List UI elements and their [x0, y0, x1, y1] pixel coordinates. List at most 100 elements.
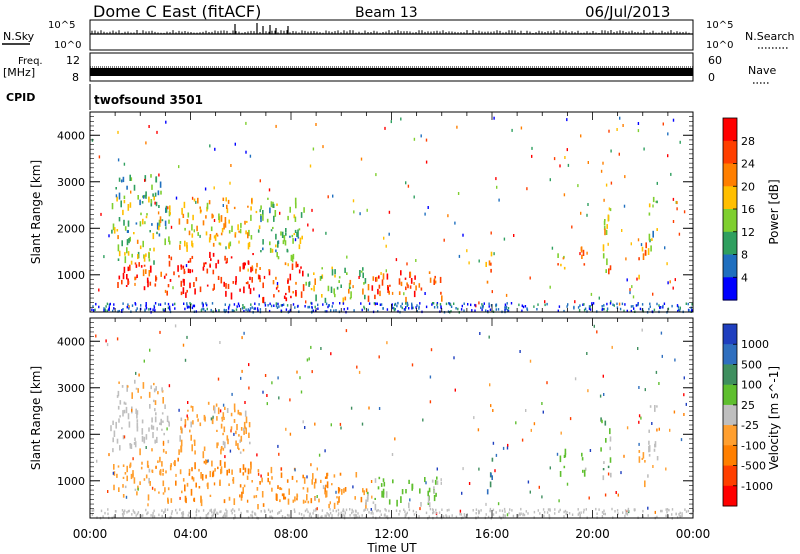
power-ground-cell — [249, 309, 251, 312]
power-ground-cell — [526, 307, 528, 310]
velocity-cell — [180, 417, 183, 421]
velocity-scatter-cell — [219, 409, 222, 413]
velocity-cell — [235, 440, 237, 446]
velocity-ground-cell — [271, 509, 273, 513]
power-cell — [230, 292, 233, 300]
power-cell — [272, 226, 274, 229]
power-scatter-cell — [425, 160, 428, 164]
power-cell — [440, 291, 442, 295]
power-cell — [255, 210, 258, 214]
power-scatter-cell — [468, 261, 470, 265]
velocity-scatter-cell — [155, 465, 157, 469]
power-ground-cell — [677, 305, 680, 309]
power-scatter-cell — [403, 292, 405, 296]
power-cell — [202, 266, 205, 271]
velocity-cell — [269, 481, 271, 485]
velocity-scatter-cell — [549, 466, 551, 470]
velocity-ground-cell — [564, 509, 567, 513]
power-ground-cell — [201, 302, 204, 305]
power-cell — [602, 253, 605, 259]
velocity-scatter-cell — [230, 429, 232, 433]
velocity-cell — [280, 467, 283, 471]
power-ground-cell — [228, 303, 231, 307]
power-cell — [209, 251, 211, 258]
power-cell — [130, 260, 133, 265]
velocity-cell — [242, 464, 245, 470]
velocity-ground-cell — [123, 512, 125, 515]
power-ground-cell — [481, 308, 483, 312]
velocity-ground-cell — [596, 512, 598, 515]
velocity-ground-cell — [583, 508, 585, 512]
velocity-scatter-cell — [147, 465, 150, 469]
power-scatter-cell — [130, 190, 132, 194]
power-cell — [189, 282, 191, 289]
power-ground-cell — [432, 302, 435, 305]
velocity-scatter-cell — [175, 473, 177, 477]
power-colorbar-cell — [723, 277, 737, 301]
velocity-scatter-cell — [300, 390, 303, 394]
velocity-cell — [136, 410, 139, 415]
power-cell — [140, 212, 142, 216]
power-scatter-cell — [352, 199, 355, 203]
velocity-ground-cell — [511, 509, 513, 512]
power-cell — [300, 291, 303, 298]
power-scatter-cell — [380, 272, 382, 275]
power-cell — [218, 213, 220, 221]
power-ground-cell — [243, 309, 245, 313]
power-scatter-cell — [505, 293, 508, 297]
power-scatter-cell — [493, 252, 495, 256]
power-cell — [146, 213, 148, 216]
velocity-cell — [248, 432, 250, 438]
velocity-cell — [420, 502, 422, 507]
power-ground-cell — [227, 307, 230, 310]
power-cell — [206, 268, 209, 274]
power-ground-cell — [188, 305, 190, 309]
power-ground-cell — [273, 304, 275, 307]
velocity-cell — [240, 427, 243, 431]
power-cell — [275, 276, 277, 280]
velocity-colorbar-cell — [723, 445, 737, 466]
power-cell — [237, 224, 239, 231]
power-cell — [604, 228, 606, 236]
velocity-scatter-cell — [106, 343, 109, 347]
power-cell — [227, 199, 230, 204]
velocity-scatter-cell — [213, 482, 216, 486]
velocity-ground-cell — [317, 514, 319, 517]
velocity-cell — [151, 448, 153, 452]
power-cell — [273, 215, 275, 222]
power-scatter-cell — [454, 221, 456, 225]
power-cell — [490, 262, 492, 266]
power-cell — [289, 273, 292, 281]
velocity-ground-cell — [342, 508, 345, 511]
velocity-scatter-cell — [278, 452, 280, 456]
velocity-colorbar-cell — [723, 324, 737, 345]
power-ground-cell — [256, 307, 259, 310]
power-ground-cell — [584, 307, 587, 310]
velocity-ground-cell — [656, 515, 658, 519]
power-scatter-cell — [259, 179, 261, 183]
velocity-scatter-cell — [233, 432, 235, 436]
power-ground-cell — [126, 305, 128, 309]
power-ground-cell — [103, 307, 105, 310]
power-cell — [182, 265, 185, 269]
power-cell — [488, 260, 491, 266]
power-cell — [244, 220, 246, 225]
power-cell — [158, 225, 160, 231]
power-cell — [196, 225, 198, 232]
velocity-scatter-cell — [473, 416, 475, 420]
power-cell — [649, 238, 651, 243]
power-scatter-cell — [669, 280, 671, 284]
velocity-cell — [296, 494, 299, 497]
power-cell — [282, 240, 285, 245]
velocity-ground-cell — [633, 509, 636, 512]
velocity-cell — [139, 448, 141, 456]
velocity-ground-cell — [671, 513, 673, 516]
power-scatter-cell — [294, 238, 297, 242]
power-cell — [142, 269, 145, 277]
power-scatter-cell — [98, 288, 100, 292]
power-ground-cell — [145, 307, 148, 310]
velocity-cell — [610, 472, 612, 478]
power-ground-cell — [191, 306, 194, 310]
power-cell — [194, 288, 196, 295]
velocity-cell — [130, 443, 133, 449]
